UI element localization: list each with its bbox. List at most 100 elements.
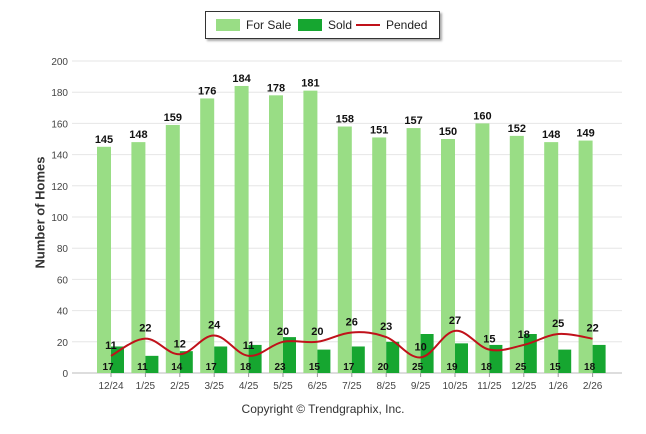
sold-bar	[248, 344, 262, 373]
y-tick-label: 200	[51, 57, 68, 68]
sold-bar	[420, 334, 434, 373]
sold-bar	[317, 349, 331, 373]
x-tick-label: 6/25	[308, 381, 328, 392]
x-axis-ticks: 12/24 1/25 2/25 3/25 4/25 5/25 6/25 7/25 8/25 9/2…	[98, 373, 603, 392]
sold-bar	[351, 346, 365, 373]
sold-swatch	[298, 19, 322, 31]
x-tick-label: 12/24	[98, 381, 123, 392]
pended-value-label: 12	[174, 338, 186, 350]
sold-value-label: 18	[584, 362, 596, 373]
sold-bar	[455, 343, 468, 373]
x-tick-label: 1/25	[136, 381, 156, 392]
sold-value-label: 25	[515, 362, 527, 373]
sold-value-label: 23	[274, 362, 286, 373]
for-sale-value-label: 150	[439, 126, 457, 138]
for-sale-bar	[165, 124, 180, 374]
for-sale-value-label: 159	[164, 112, 182, 124]
for-sale-bar	[441, 139, 455, 373]
pended-value-label: 24	[208, 320, 221, 332]
sold-value-label: 14	[171, 362, 183, 373]
sold-bars	[111, 334, 606, 373]
sold-value-label: 15	[309, 362, 321, 373]
for-sale-value-label: 178	[267, 82, 285, 94]
for-sale-value-label: 157	[404, 115, 422, 127]
y-tick-label: 0	[62, 369, 68, 380]
for-sale-value-label: 184	[232, 73, 251, 85]
y-axis-label: Number of Homes	[32, 156, 48, 269]
sold-value-label: 20	[378, 362, 390, 373]
for-sale-value-label: 151	[370, 124, 388, 136]
for-sale-value-label: 181	[301, 78, 319, 90]
for-sale-bar	[406, 128, 421, 373]
legend-label-for-sale: For Sale	[246, 18, 292, 32]
for-sale-bar	[234, 85, 249, 374]
copyright-text: Copyright © Trendgraphix, Inc.	[241, 402, 405, 416]
y-tick-label: 80	[57, 244, 69, 255]
x-tick-label: 9/25	[411, 381, 431, 392]
pended-value-label: 20	[277, 326, 289, 338]
for-sale-value-label: 158	[336, 114, 354, 126]
pended-value-label: 23	[380, 321, 392, 333]
for-sale-bar	[131, 142, 146, 373]
sold-bar	[283, 337, 296, 373]
legend-item-pended[interactable]: Pended	[356, 12, 427, 38]
pended-value-label: 15	[483, 334, 495, 346]
for-sale-bar	[303, 90, 318, 373]
x-tick-label: 1/26	[548, 381, 568, 392]
sold-value-label: 25	[412, 362, 424, 373]
for-sale-bar	[578, 140, 593, 373]
for-sale-swatch	[216, 19, 240, 31]
data-labels: 145 17 148 11 159 14 176 17 184 18 178 23 181 15 158 17…	[95, 73, 599, 373]
sold-bar	[558, 349, 572, 373]
legend-label-sold: Sold	[328, 18, 353, 32]
sold-bar	[145, 355, 159, 373]
y-tick-label: 100	[51, 213, 68, 224]
for-sale-bars	[97, 85, 593, 374]
pended-value-label: 11	[243, 340, 255, 352]
x-tick-label: 4/25	[239, 381, 259, 392]
pended-swatch	[356, 24, 380, 26]
x-tick-label: 2/26	[583, 381, 603, 392]
for-sale-bar	[97, 146, 111, 373]
x-tick-label: 10/25	[442, 381, 467, 392]
pended-value-label: 26	[346, 316, 358, 328]
pended-value-label: 27	[449, 315, 461, 327]
x-tick-label: 11/25	[477, 381, 502, 392]
y-tick-label: 180	[51, 88, 68, 99]
x-tick-label: 12/25	[511, 381, 536, 392]
pended-value-label: 18	[518, 329, 530, 341]
for-sale-bar	[475, 123, 490, 374]
sold-value-label: 18	[481, 362, 493, 373]
pended-value-label: 25	[552, 318, 564, 330]
legend-item-sold[interactable]: Sold	[298, 12, 352, 38]
x-tick-label: 2/25	[170, 381, 190, 392]
legend: For Sale Sold Pended	[205, 11, 440, 39]
y-tick-label: 60	[57, 275, 69, 286]
for-sale-value-label: 148	[129, 129, 147, 141]
for-sale-value-label: 160	[473, 110, 491, 122]
y-tick-label: 40	[57, 307, 69, 318]
pended-line-series	[110, 329, 593, 359]
for-sale-value-label: 176	[198, 85, 216, 97]
sold-value-label: 19	[446, 362, 458, 373]
pended-value-label: 20	[311, 326, 323, 338]
y-tick-label: 120	[51, 182, 68, 193]
pended-value-label: 10	[414, 341, 426, 353]
for-sale-bar	[337, 126, 352, 374]
x-tick-label: 5/25	[273, 381, 293, 392]
y-tick-label: 160	[51, 119, 68, 130]
sold-value-label: 18	[240, 362, 252, 373]
for-sale-bar	[509, 135, 524, 373]
y-tick-label: 20	[57, 338, 69, 349]
for-sale-bar	[200, 98, 215, 373]
for-sale-bar	[372, 137, 387, 373]
x-tick-label: 3/25	[204, 381, 224, 392]
pended-value-label: 11	[105, 340, 117, 352]
x-tick-label: 7/25	[342, 381, 362, 392]
sold-value-label: 17	[102, 362, 114, 373]
pended-line	[110, 329, 593, 359]
for-sale-value-label: 152	[508, 123, 526, 135]
sold-bar	[489, 344, 503, 373]
for-sale-value-label: 145	[95, 134, 113, 146]
legend-item-for-sale[interactable]: For Sale	[216, 12, 291, 38]
